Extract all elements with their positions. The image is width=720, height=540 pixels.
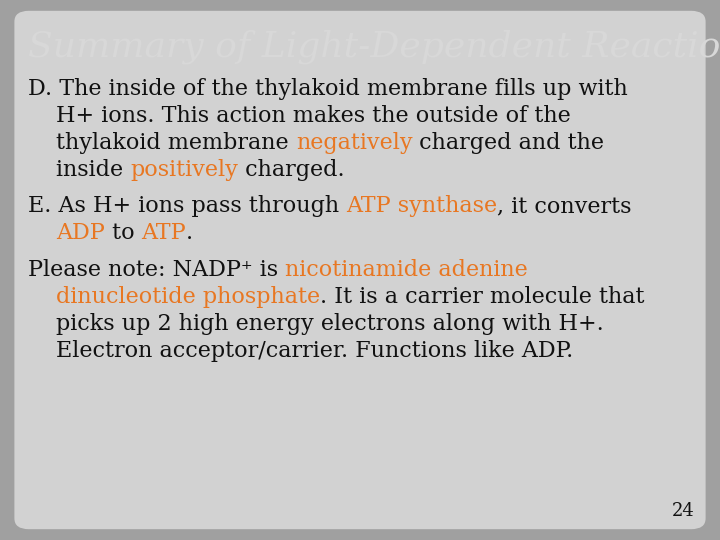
Text: , it converts: , it converts: [498, 195, 632, 218]
Text: H+ ions. This action makes the outside of the: H+ ions. This action makes the outside o…: [56, 105, 571, 127]
Text: negatively: negatively: [296, 132, 413, 154]
Text: inside: inside: [56, 159, 130, 181]
Text: positively: positively: [130, 159, 238, 181]
Text: thylakoid membrane: thylakoid membrane: [56, 132, 296, 154]
Text: Electron acceptor/carrier. Functions like ADP.: Electron acceptor/carrier. Functions lik…: [56, 340, 573, 362]
Text: Please note: NADP⁺ is: Please note: NADP⁺ is: [28, 259, 285, 281]
Text: ATP: ATP: [142, 222, 186, 245]
Text: . It is a carrier molecule that: . It is a carrier molecule that: [320, 286, 644, 308]
Text: nicotinamide adenine: nicotinamide adenine: [285, 259, 528, 281]
Text: ATP synthase: ATP synthase: [346, 195, 498, 218]
Text: charged and the: charged and the: [413, 132, 604, 154]
Text: picks up 2 high energy electrons along with H+.: picks up 2 high energy electrons along w…: [56, 313, 604, 335]
Text: .: .: [186, 222, 193, 245]
Text: Summary of Light-Dependent Reactions: Summary of Light-Dependent Reactions: [28, 30, 720, 64]
Text: dinucleotide phosphate: dinucleotide phosphate: [56, 286, 320, 308]
Text: D. The inside of the thylakoid membrane fills up with: D. The inside of the thylakoid membrane …: [28, 78, 628, 100]
Text: 24: 24: [672, 502, 695, 520]
Text: to: to: [104, 222, 142, 245]
Text: charged.: charged.: [238, 159, 345, 181]
Text: ADP: ADP: [56, 222, 104, 245]
FancyBboxPatch shape: [14, 11, 706, 529]
Text: E. As H+ ions pass through: E. As H+ ions pass through: [28, 195, 346, 218]
